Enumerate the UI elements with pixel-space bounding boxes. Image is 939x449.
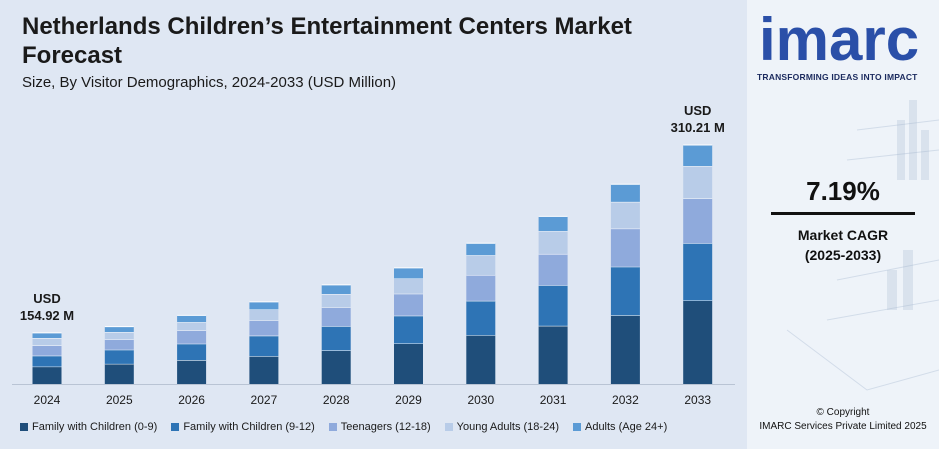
bar-segment-2029-4 (394, 278, 423, 294)
bar-segment-2032-4 (610, 201, 640, 229)
bar-segment-2030-5 (466, 243, 496, 256)
x-tick-label-2031: 2031 (540, 393, 567, 407)
bar-segment-2025-3 (104, 339, 134, 350)
cagr-divider (771, 212, 915, 215)
legend-label: Family with Children (9-12) (183, 421, 315, 433)
bar-segment-2025-5 (104, 326, 134, 333)
copyright: © Copyright IMARC Services Private Limit… (747, 406, 939, 434)
x-tick-label-2026: 2026 (178, 393, 205, 407)
legend-item: Teenagers (12-18) (328, 421, 431, 433)
bar-segment-2027-1 (249, 356, 279, 384)
chart-title: Netherlands Children’s Entertainment Cen… (22, 13, 632, 69)
cagr-value: 7.19% (806, 176, 880, 206)
cagr-label-line1: Market CAGR (797, 227, 889, 243)
bar-segment-2027-3 (249, 320, 279, 336)
bar-segment-2030-3 (466, 274, 496, 301)
bar-segment-2027-2 (249, 335, 279, 357)
x-tick-label-2033: 2033 (684, 393, 711, 407)
legend-swatch (444, 423, 453, 431)
copyright-line1: © Copyright (816, 407, 870, 418)
bar-segment-2028-2 (321, 326, 351, 351)
side-panel: imarc TRANSFORMING IDEAS INTO IMPACT 7.1… (747, 0, 939, 449)
bar-segment-2032-1 (610, 315, 640, 384)
logo-tagline: TRANSFORMING IDEAS INTO IMPACT (757, 72, 918, 82)
total-label-2024: 154.92 M (20, 308, 74, 323)
chart-panel: Netherlands Children’s Entertainment Cen… (12, 13, 735, 433)
bar-segment-2033-3 (683, 198, 713, 244)
bar-segment-2032-3 (610, 228, 640, 267)
legend-swatch (171, 423, 180, 431)
bar-segment-2024-2 (32, 355, 62, 367)
legend: Family with Children (0-9) Family with Ch… (20, 421, 667, 433)
total-label-2033: 310.21 M (671, 120, 725, 135)
bar-segment-2026-1 (177, 360, 207, 384)
bar-segment-2031-4 (538, 231, 568, 254)
bar-segment-2028-4 (321, 294, 351, 308)
legend-label: Family with Children (0-9) (32, 421, 158, 433)
total-label-2024: USD (33, 291, 60, 306)
bar-segment-2025-1 (104, 363, 134, 384)
imarc-logo: imarc (759, 6, 919, 66)
legend-item: Young Adults (18-24) (444, 421, 559, 433)
x-tick-label-2024: 2024 (34, 393, 61, 407)
legend-item: Family with Children (0-9) (20, 421, 157, 433)
bar-segment-2030-2 (466, 300, 496, 336)
bar-segment-2024-1 (32, 366, 62, 384)
legend-label: Teenagers (12-18) (340, 421, 431, 433)
x-tick-label-2029: 2029 (395, 393, 422, 407)
bar-segment-2024-5 (32, 332, 62, 339)
stacked-bar-chart: 2024 2025 2026 2027 2028 2029 2030 2031 2032 2033… (12, 103, 735, 407)
bar-segment-2031-1 (538, 325, 568, 384)
legend-item: Adults (Age 24+) (572, 421, 668, 433)
legend-swatch (572, 423, 581, 431)
bar-segment-2033-4 (683, 166, 713, 199)
cagr-label: Market CAGR (2025-2033) (747, 225, 939, 265)
bar-segment-2027-4 (249, 309, 279, 321)
bar-segment-2031-5 (538, 216, 568, 232)
bar-segment-2029-5 (394, 267, 423, 279)
x-tick-label-2028: 2028 (323, 393, 350, 407)
bar-segment-2025-2 (104, 349, 134, 364)
bar-segment-2028-1 (321, 350, 351, 384)
bar-segment-2029-2 (394, 315, 423, 344)
legend-item: Family with Children (9-12) (171, 421, 315, 433)
bar-segment-2026-5 (177, 315, 207, 323)
chart-subtitle: Size, By Visitor Demographics, 2024-2033… (22, 74, 397, 91)
bar-segment-2033-2 (683, 243, 713, 301)
x-tick-label-2025: 2025 (106, 393, 133, 407)
bar-segment-2030-1 (466, 335, 496, 384)
bar-segment-2032-2 (610, 266, 640, 316)
cagr-label-line2: (2025-2033) (804, 247, 882, 263)
bar-segment-2026-4 (177, 322, 207, 331)
total-label-2033: USD (684, 103, 711, 118)
bar-segment-2027-5 (249, 301, 279, 310)
bar-segment-2024-4 (32, 338, 62, 346)
x-tick-label-2030: 2030 (467, 393, 494, 407)
bar-segment-2032-5 (610, 184, 640, 202)
legend-swatch (328, 423, 337, 431)
bar-segment-2031-2 (538, 285, 568, 326)
x-tick-label-2032: 2032 (612, 393, 639, 407)
bar-segment-2026-2 (177, 343, 207, 361)
legend-label: Adults (Age 24+) (584, 421, 668, 433)
bar-segment-2028-3 (321, 307, 351, 327)
bar-segment-2030-4 (466, 255, 496, 275)
bar-segment-2029-1 (394, 343, 423, 384)
bar-segment-2033-5 (683, 145, 713, 167)
logo-text: imarc (759, 6, 919, 66)
copyright-line2: IMARC Services Private Limited 2025 (759, 421, 927, 432)
legend-swatch (20, 423, 28, 431)
bar-segment-2029-3 (394, 293, 423, 316)
legend-label: Young Adults (18-24) (456, 421, 559, 433)
x-tick-label-2027: 2027 (251, 393, 278, 407)
bar-segment-2033-1 (683, 300, 713, 384)
background-decoration (786, 100, 939, 391)
bar-segment-2026-3 (177, 330, 207, 344)
bar-segment-2025-4 (104, 332, 134, 340)
bar-segment-2031-3 (538, 253, 568, 286)
bar-segment-2028-5 (321, 284, 351, 295)
bar-segment-2024-3 (32, 345, 62, 356)
